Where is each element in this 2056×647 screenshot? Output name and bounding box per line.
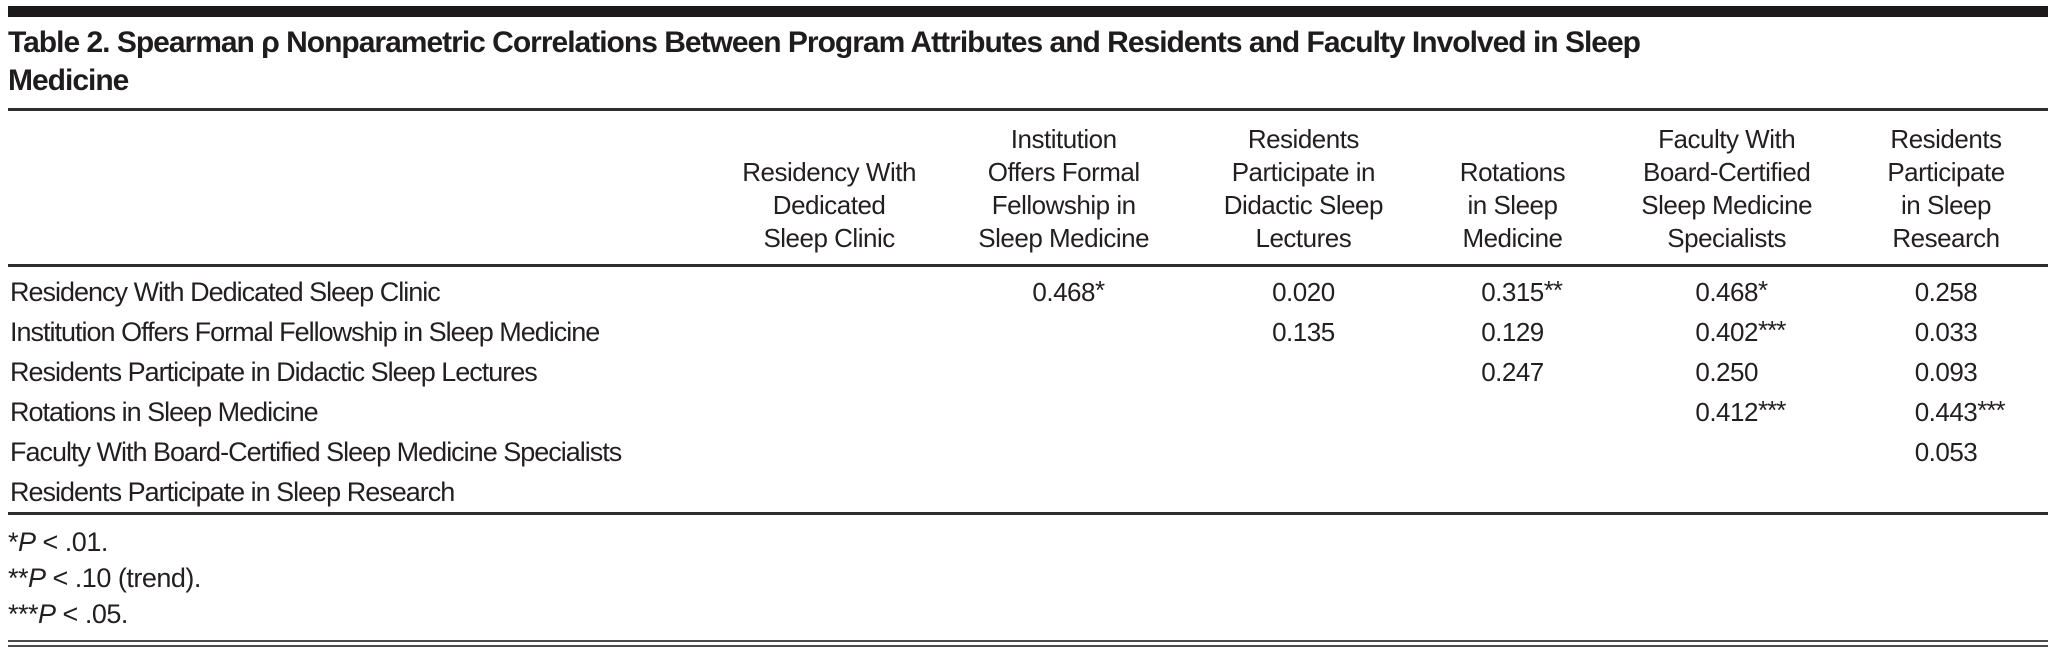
row-label: Institution Offers Formal Fellowship in …	[10, 316, 600, 347]
correlation-cell: 0.093	[1844, 352, 2048, 392]
row-label: Residents Participate in Sleep Research	[10, 476, 455, 507]
correlation-value: 0.468 *	[1032, 274, 1105, 307]
correlation-cell	[1416, 472, 1610, 514]
correlation-cell	[1844, 472, 2048, 514]
column-header: Institution Offers Formal Fellowship in …	[936, 111, 1192, 268]
correlation-value: 0.402 ***	[1695, 314, 1786, 347]
correlation-cell: 0.135	[1191, 312, 1415, 352]
correlation-cell: 0.053	[1844, 432, 2048, 472]
table-row: Faculty With Board-Certified Sleep Medic…	[8, 432, 2048, 472]
footnote-marker: ***	[8, 598, 39, 629]
table-title: Table 2. Spearman ρ Nonparametric Correl…	[8, 26, 1641, 97]
row-label: Residency With Dedicated Sleep Clinic	[10, 276, 441, 307]
correlation-cell	[1191, 432, 1415, 472]
footnote-marker: *	[8, 527, 19, 558]
footnote-marker: **	[8, 562, 29, 593]
correlation-cell: 0.250	[1609, 352, 1844, 392]
correlation-cell: 0.468 *	[936, 266, 1191, 313]
paper-table-figure: Table 2. Spearman ρ Nonparametric Correl…	[0, 6, 2056, 647]
table-row: Residency With Dedicated Sleep Clinic 0.4…	[8, 266, 2048, 313]
correlation-value: 0.443 ***	[1914, 394, 2006, 427]
correlation-cell	[722, 392, 936, 432]
header-row: Residency With Dedicated Sleep Clinic Ins…	[8, 111, 2048, 268]
correlation-cell	[936, 432, 1191, 472]
column-header: Faculty With Board-Certified Sleep Medic…	[1609, 111, 1844, 268]
footnote-p05: ***P < .05.	[8, 597, 2048, 633]
column-header: Rotations in Sleep Medicine	[1415, 111, 1610, 268]
footnote-p10-trend: **P < .10 (trend).	[8, 561, 2048, 597]
footnote-p-symbol: P	[18, 527, 36, 558]
footnote-p01: *P < .01.	[8, 525, 2048, 561]
row-label: Residents Participate in Didactic Sleep …	[10, 356, 538, 387]
correlation-value: 0.250	[1695, 356, 1758, 387]
correlation-value: 0.258	[1914, 276, 1978, 307]
significance-asterisks: ***	[1977, 394, 2005, 425]
row-label-column-header	[8, 111, 722, 268]
correlation-cell	[1416, 392, 1610, 432]
table-bottom-double-rule	[8, 639, 2048, 647]
correlation-value: 0.412 ***	[1695, 394, 1786, 427]
correlation-cell	[722, 352, 936, 392]
correlation-cell	[936, 472, 1191, 514]
row-label: Faculty With Board-Certified Sleep Medic…	[10, 436, 622, 467]
column-header: Residents Participate in Sleep Research	[1843, 111, 2048, 268]
correlation-cell	[722, 266, 936, 313]
correlation-cell	[1191, 352, 1415, 392]
significance-asterisks: **	[1543, 274, 1563, 305]
correlation-cell	[936, 312, 1191, 352]
footnote-text: < .01.	[35, 527, 109, 558]
footnote-text: < .05.	[55, 598, 129, 629]
title-divider-rule	[8, 108, 2048, 111]
correlation-value: 0.129	[1481, 316, 1544, 347]
footnote-p-symbol: P	[28, 562, 46, 593]
significance-asterisks: *	[1094, 274, 1105, 305]
correlation-cell: 0.129	[1416, 312, 1610, 352]
correlation-value: 0.315 **	[1481, 274, 1563, 307]
correlation-value: 0.135	[1272, 316, 1335, 347]
row-label: Rotations in Sleep Medicine	[10, 396, 319, 427]
correlation-cell: 0.033	[1844, 312, 2048, 352]
correlation-cell: 0.315 **	[1416, 266, 1610, 313]
correlation-cell: 0.468 *	[1609, 266, 1844, 313]
footnote-text: < .10 (trend).	[45, 562, 202, 593]
correlation-value: 0.468 *	[1695, 274, 1768, 307]
correlation-value: 0.093	[1914, 356, 1978, 387]
table-row: Rotations in Sleep Medicine 0.412 *** 0.443…	[8, 392, 2048, 432]
footnote-p-symbol: P	[38, 598, 56, 629]
column-header: Residents Participate in Didactic Sleep …	[1191, 111, 1416, 268]
correlation-cell	[722, 472, 936, 514]
correlation-cell	[1191, 472, 1415, 514]
correlation-value: 0.053	[1914, 436, 1978, 467]
correlation-value: 0.033	[1914, 316, 1978, 347]
significance-asterisks: ***	[1757, 394, 1786, 425]
correlation-cell	[722, 312, 936, 352]
significance-asterisks: *	[1757, 274, 1768, 305]
correlation-value: 0.247	[1481, 356, 1544, 387]
correlation-cell	[1191, 392, 1415, 432]
correlation-cell	[1609, 472, 1844, 514]
table-top-rule	[8, 6, 2048, 17]
table-row: Residents Participate in Didactic Sleep …	[8, 352, 2048, 392]
correlation-table: Residency With Dedicated Sleep Clinic Ins…	[8, 111, 2048, 515]
correlation-cell: 0.020	[1191, 266, 1415, 313]
table-footnotes: *P < .01. **P < .10 (trend). ***P < .05.	[8, 525, 2048, 633]
correlation-cell	[936, 392, 1191, 432]
correlation-cell: 0.402 ***	[1609, 312, 1844, 352]
table-row: Institution Offers Formal Fellowship in …	[8, 312, 2048, 352]
correlation-cell: 0.247	[1416, 352, 1610, 392]
correlation-cell	[722, 432, 936, 472]
table-row: Residents Participate in Sleep Research	[8, 472, 2048, 514]
correlation-cell: 0.443 ***	[1844, 392, 2048, 432]
correlation-cell: 0.258	[1844, 266, 2048, 313]
correlation-cell	[1609, 432, 1844, 472]
correlation-cell: 0.412 ***	[1609, 392, 1844, 432]
significance-asterisks: ***	[1757, 314, 1786, 345]
correlation-cell	[1416, 432, 1610, 472]
correlation-cell	[936, 352, 1191, 392]
column-header: Residency With Dedicated Sleep Clinic	[722, 111, 937, 268]
correlation-value: 0.020	[1272, 276, 1335, 307]
